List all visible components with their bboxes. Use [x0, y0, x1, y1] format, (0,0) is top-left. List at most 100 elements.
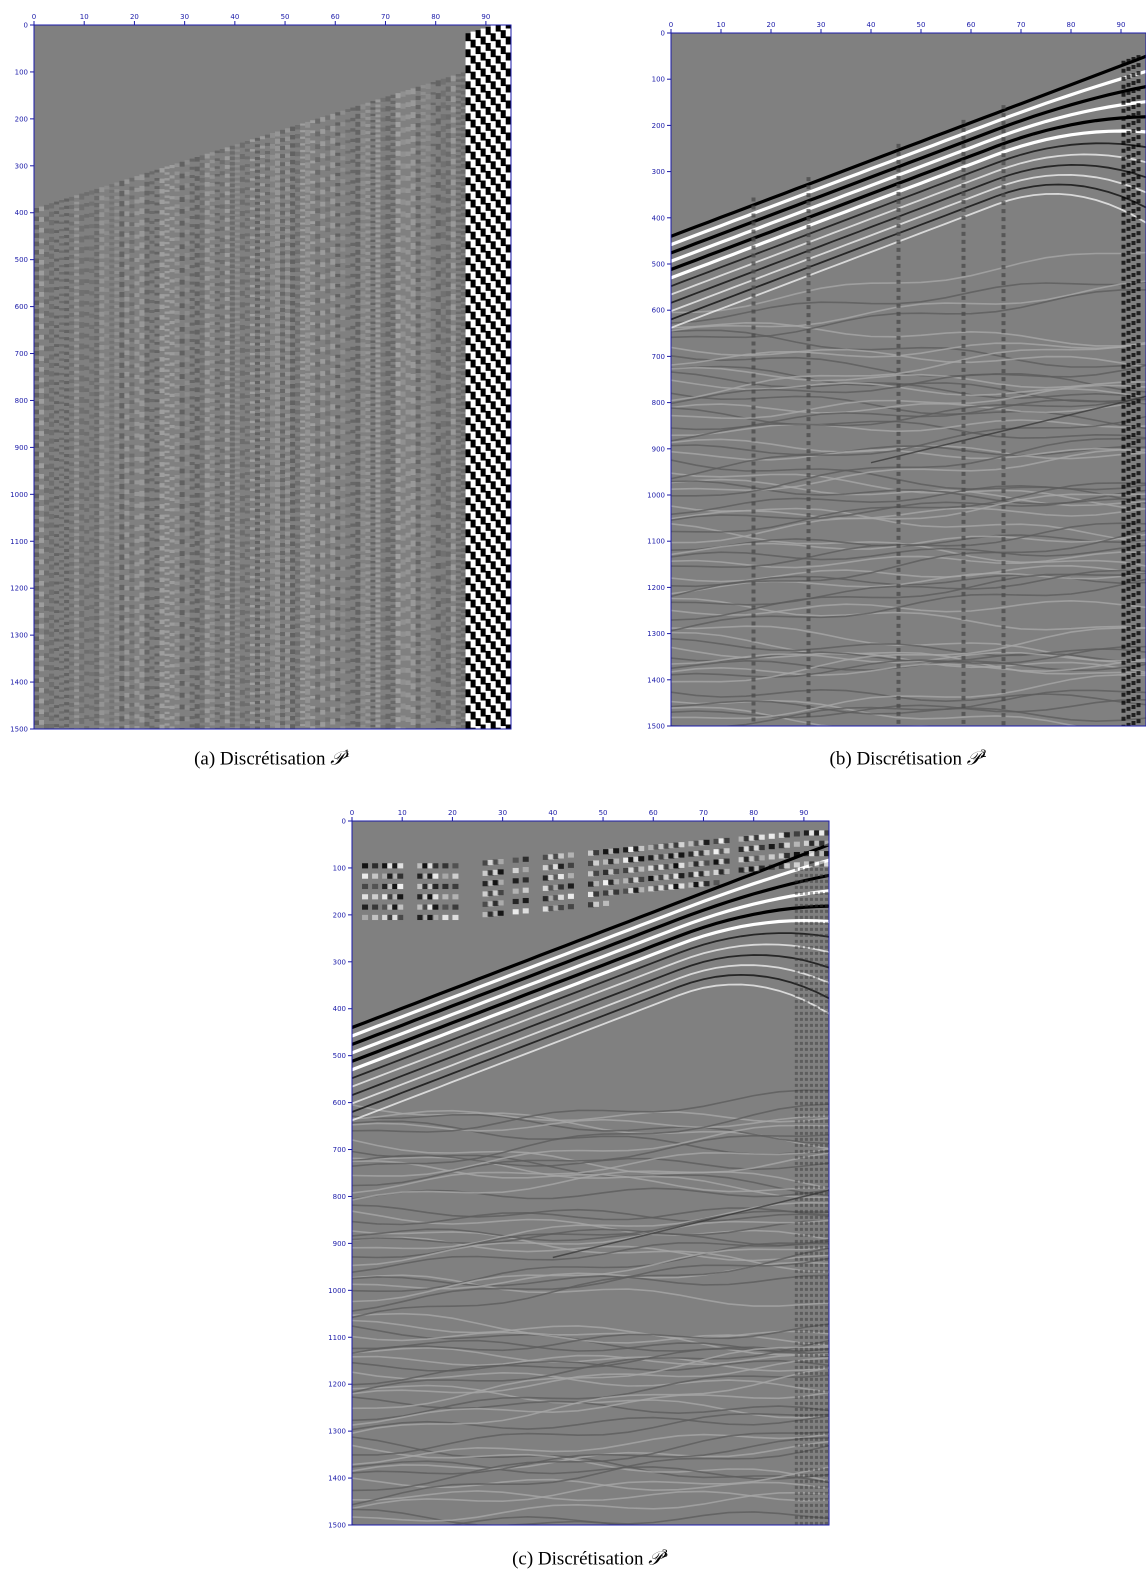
- wavefront: [671, 478, 1146, 507]
- wavefront: [352, 1201, 829, 1250]
- wavefront: [352, 1134, 829, 1187]
- wavefront: [671, 700, 1146, 723]
- artifact: [663, 853, 670, 860]
- artifact: [397, 894, 404, 900]
- artifact: [427, 914, 434, 921]
- artifact: [813, 840, 820, 846]
- x-tick-label: 90: [1117, 21, 1126, 29]
- artifact: [778, 853, 785, 859]
- artifact: [452, 904, 459, 910]
- wavefront: [352, 1437, 829, 1475]
- artifact: [748, 845, 755, 852]
- artifact: [623, 878, 630, 884]
- artifact: [668, 863, 675, 869]
- artifact: [698, 860, 705, 867]
- artifact: [392, 873, 399, 879]
- artifact: [608, 848, 615, 854]
- artifact: [623, 847, 630, 853]
- artifact: [723, 868, 730, 875]
- y-tick-label: 700: [652, 353, 665, 361]
- artifact: [397, 883, 404, 890]
- y-tick-label: 1300: [10, 632, 28, 640]
- artifact: [633, 866, 640, 873]
- artifact: [427, 883, 434, 890]
- y-tick-label: 700: [15, 350, 28, 358]
- x-tick-label: 90: [481, 13, 490, 21]
- wavefront: [671, 688, 1146, 706]
- artifact: [663, 843, 670, 849]
- artifact: [738, 867, 745, 873]
- background: [352, 821, 829, 1525]
- artifact: [818, 861, 825, 867]
- artifact: [362, 914, 369, 921]
- artifact: [442, 894, 449, 900]
- artifact: [362, 904, 369, 910]
- artifact: [803, 851, 810, 857]
- artifact: [603, 900, 610, 906]
- wavefront: [352, 932, 829, 1080]
- artifact: [392, 914, 399, 921]
- artifact: [452, 914, 459, 921]
- artifact: [603, 890, 610, 896]
- artifact: [738, 857, 745, 863]
- artifact: [703, 850, 710, 856]
- artifact: [387, 863, 394, 869]
- y-tick-label: 1200: [647, 584, 665, 592]
- axes-frame: [351, 820, 830, 1526]
- artifact: [688, 882, 695, 888]
- y-tick-label: 800: [652, 399, 665, 407]
- artifact: [793, 851, 800, 858]
- artifact: [713, 859, 720, 865]
- wavefront: [671, 507, 1146, 520]
- artifact: [803, 861, 810, 867]
- artifact: [803, 830, 810, 836]
- artifact: [718, 848, 725, 854]
- wavefront: [671, 482, 1146, 533]
- wavefront: [671, 346, 1146, 368]
- wavefront: [352, 1113, 829, 1145]
- artifact: [703, 860, 710, 866]
- artifact: [422, 873, 429, 879]
- artifact: [633, 877, 640, 883]
- y-tick-label: 1100: [10, 538, 28, 546]
- wavefront: [671, 280, 1146, 332]
- y-tick-label: 300: [333, 958, 346, 966]
- artifact: [808, 861, 815, 867]
- artifact: [703, 881, 710, 887]
- wavefront: [671, 522, 1146, 568]
- artifact: [658, 885, 665, 891]
- y-tick-label: 1000: [647, 492, 665, 500]
- wavefront: [352, 1444, 829, 1506]
- wavefront: [671, 142, 1146, 288]
- artifact: [743, 836, 750, 842]
- wavefront: [671, 447, 1146, 461]
- artifact: [482, 912, 489, 918]
- artifact: [648, 886, 655, 892]
- artifact: [432, 863, 439, 869]
- wavefront: [352, 1415, 829, 1431]
- artifact: [713, 838, 720, 844]
- artifact: [452, 894, 459, 900]
- artifact: [492, 890, 499, 896]
- artifact: [653, 854, 660, 860]
- artifact: [648, 844, 655, 851]
- wavefront: [352, 1152, 829, 1201]
- artifact: [593, 870, 600, 876]
- artifact: [653, 885, 660, 891]
- wavefront: [671, 415, 1146, 480]
- y-tick-label: 1500: [328, 1522, 346, 1530]
- artifact: [482, 891, 489, 897]
- wavefront: [352, 1460, 829, 1480]
- wavefront: [352, 1089, 829, 1133]
- artifact: [417, 894, 424, 900]
- artifact: [382, 863, 389, 869]
- x-tick-label: 0: [32, 13, 36, 21]
- wavefront: [671, 699, 1146, 719]
- wavefront: [671, 631, 1146, 675]
- artifact: [823, 830, 829, 836]
- y-tick-label: 500: [333, 1052, 346, 1060]
- wavefront: [352, 1312, 829, 1356]
- wavefront: [352, 954, 829, 1096]
- artifact: [638, 887, 645, 893]
